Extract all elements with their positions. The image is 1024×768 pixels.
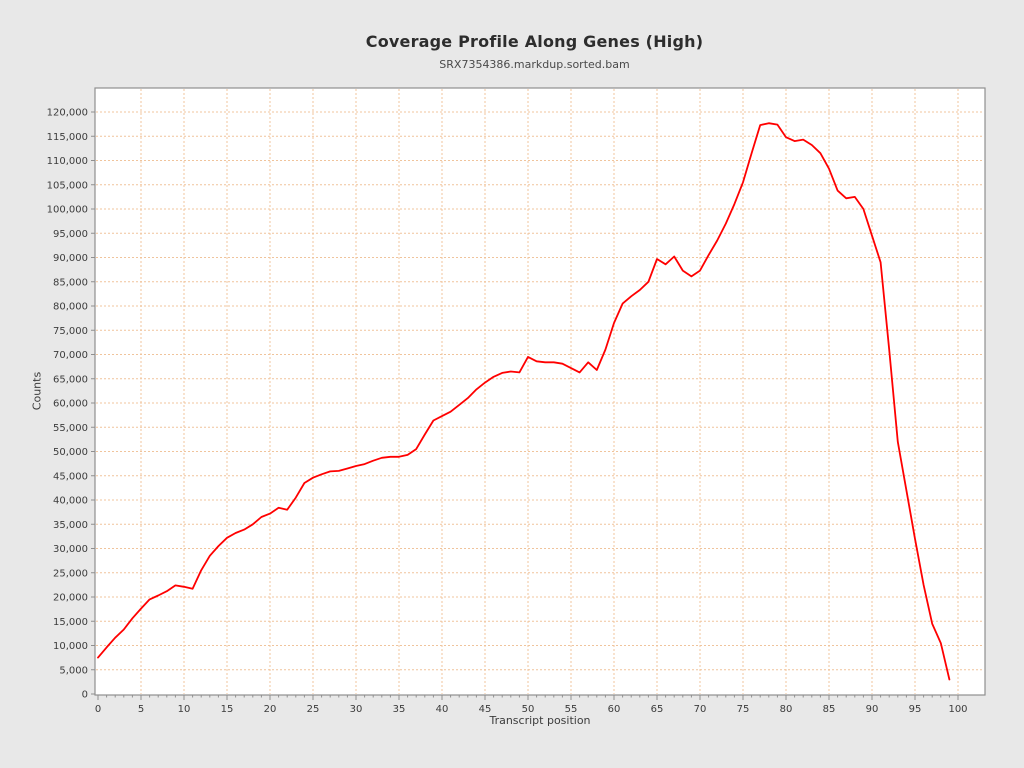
svg-text:30: 30 xyxy=(350,704,363,715)
svg-text:95: 95 xyxy=(909,704,922,715)
svg-text:60,000: 60,000 xyxy=(53,399,88,410)
svg-text:10,000: 10,000 xyxy=(53,641,88,652)
svg-text:40: 40 xyxy=(436,704,449,715)
svg-text:85,000: 85,000 xyxy=(53,277,88,288)
y-axis-label: Counts xyxy=(30,371,44,411)
svg-text:30,000: 30,000 xyxy=(53,544,88,555)
svg-text:50: 50 xyxy=(522,704,535,715)
svg-text:50,000: 50,000 xyxy=(53,447,88,458)
svg-text:90: 90 xyxy=(866,704,879,715)
svg-text:5,000: 5,000 xyxy=(59,665,88,676)
svg-text:45,000: 45,000 xyxy=(53,471,88,482)
svg-text:85: 85 xyxy=(823,704,836,715)
svg-text:100: 100 xyxy=(948,704,967,715)
svg-text:105,000: 105,000 xyxy=(47,180,88,191)
svg-text:20: 20 xyxy=(264,704,277,715)
svg-text:0: 0 xyxy=(95,704,101,715)
svg-text:55,000: 55,000 xyxy=(53,423,88,434)
svg-text:20,000: 20,000 xyxy=(53,593,88,604)
svg-text:115,000: 115,000 xyxy=(47,132,88,143)
svg-text:80: 80 xyxy=(780,704,793,715)
svg-text:70: 70 xyxy=(694,704,707,715)
svg-text:55: 55 xyxy=(565,704,578,715)
svg-text:5: 5 xyxy=(138,704,144,715)
svg-text:15: 15 xyxy=(221,704,234,715)
svg-text:10: 10 xyxy=(178,704,191,715)
svg-text:120,000: 120,000 xyxy=(47,108,88,119)
svg-text:80,000: 80,000 xyxy=(53,302,88,313)
svg-text:110,000: 110,000 xyxy=(47,156,88,167)
svg-text:40,000: 40,000 xyxy=(53,496,88,507)
svg-text:0: 0 xyxy=(82,690,88,701)
svg-text:95,000: 95,000 xyxy=(53,229,88,240)
x-axis-label: Transcript position xyxy=(489,714,591,727)
svg-text:35,000: 35,000 xyxy=(53,520,88,531)
svg-text:70,000: 70,000 xyxy=(53,350,88,361)
svg-text:45: 45 xyxy=(479,704,492,715)
svg-text:65,000: 65,000 xyxy=(53,374,88,385)
svg-text:35: 35 xyxy=(393,704,406,715)
svg-text:90,000: 90,000 xyxy=(53,253,88,264)
svg-text:75,000: 75,000 xyxy=(53,326,88,337)
svg-text:60: 60 xyxy=(608,704,621,715)
svg-text:25: 25 xyxy=(307,704,320,715)
svg-text:25,000: 25,000 xyxy=(53,568,88,579)
chart-subtitle: SRX7354386.markdup.sorted.bam xyxy=(439,58,630,71)
svg-text:65: 65 xyxy=(651,704,664,715)
chart-title: Coverage Profile Along Genes (High) xyxy=(365,32,704,51)
svg-text:15,000: 15,000 xyxy=(53,617,88,628)
svg-text:100,000: 100,000 xyxy=(47,205,88,216)
svg-text:75: 75 xyxy=(737,704,750,715)
